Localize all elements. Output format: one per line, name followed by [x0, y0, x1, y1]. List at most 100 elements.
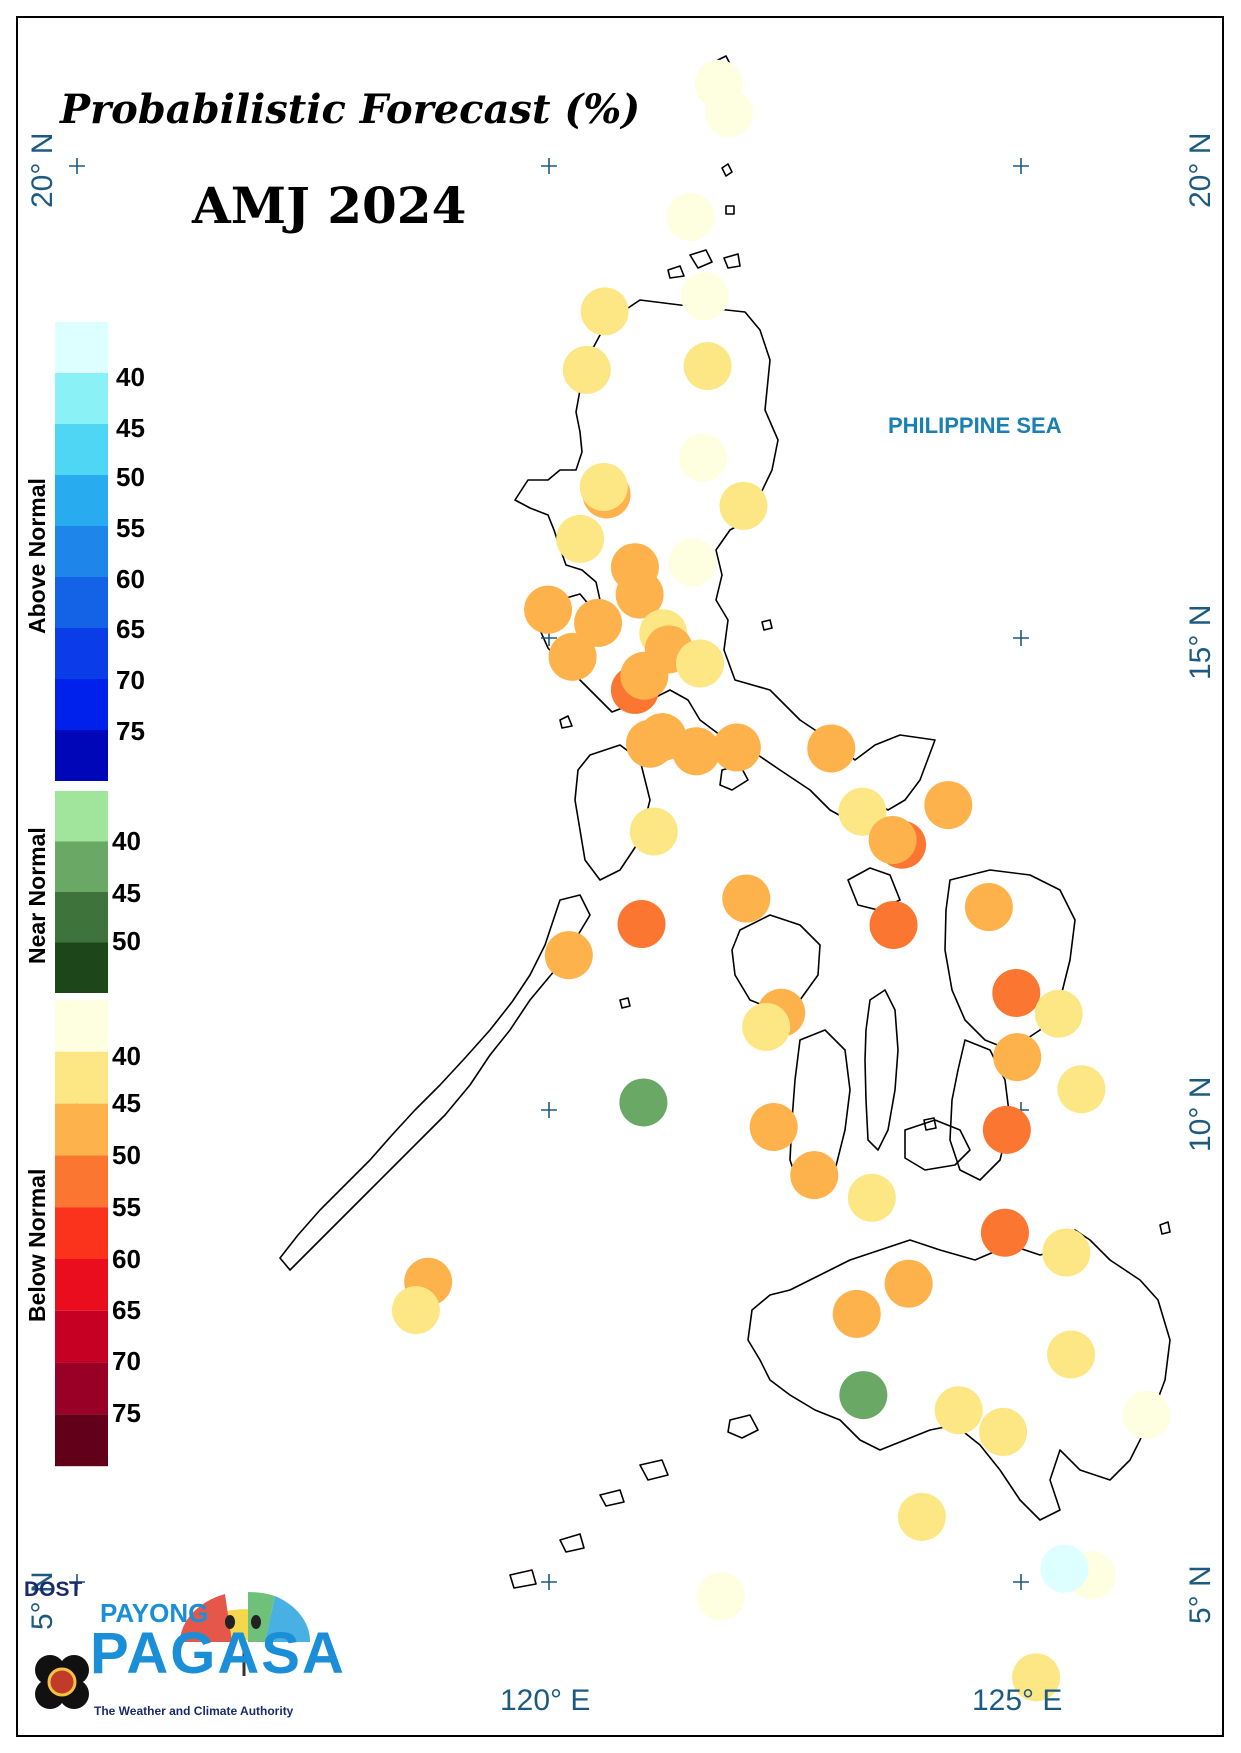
legend-tick-near: 45 [112, 878, 141, 908]
graticule-cross [541, 1102, 557, 1118]
station-marker-below [790, 1151, 839, 1200]
station-marker-below [562, 345, 611, 394]
legend-swatch-near [55, 791, 108, 842]
legend-swatch-below [55, 1259, 108, 1311]
station-marker-below [615, 570, 664, 619]
legend-swatch-below [55, 1414, 108, 1467]
legend-swatch-near [55, 942, 108, 993]
pagasa-logo: DOST PAYONG PAGASA The Weather and Clima… [20, 1572, 344, 1737]
legend-swatch-above [55, 628, 108, 679]
legend-swatch-near [55, 892, 108, 943]
map-frame [16, 16, 1224, 1737]
station-marker-below [672, 727, 721, 776]
lat-label-right-10: 10° N [1184, 1076, 1217, 1152]
station-marker-near [619, 1078, 668, 1127]
legend-swatch-below [55, 1103, 108, 1156]
legend-swatch-above [55, 679, 108, 730]
legend-swatch-below [55, 1362, 108, 1415]
station-marker-below [696, 1572, 745, 1621]
station-marker-below [556, 514, 605, 563]
legend-tick-above: 70 [116, 665, 145, 695]
station-marker-below [980, 1208, 1029, 1257]
station-marker-below [544, 931, 593, 980]
legend-tick-above: 65 [116, 614, 145, 644]
station-marker-below [979, 1407, 1028, 1456]
legend-tick-below: 65 [112, 1295, 141, 1325]
station-marker-below [722, 874, 771, 923]
station-marker-below [574, 598, 623, 647]
legend-tick-below: 60 [112, 1244, 141, 1274]
legend-label-near-normal: Near Normal [24, 827, 50, 964]
station-marker-below [838, 787, 887, 836]
legend-tick-below: 70 [112, 1346, 141, 1376]
station-marker-below [897, 1492, 946, 1541]
station-marker-below [1057, 1065, 1106, 1114]
lat-label-right-15: 15° N [1184, 604, 1217, 680]
logo-pagasa-text: PAGASA [90, 1621, 346, 1686]
legend-tick-below: 45 [112, 1088, 141, 1118]
station-marker-below [678, 433, 727, 482]
logo-dost-text: DOST [24, 1578, 83, 1601]
station-marker-below [1122, 1390, 1171, 1439]
station-marker-below [676, 639, 725, 688]
lat-label-right-20: 20° N [1184, 132, 1217, 208]
legend-swatch-above [55, 424, 108, 475]
legend-swatch-below [55, 1310, 108, 1363]
map-title: Probabilistic Forecast (%) [60, 86, 641, 133]
legend-swatch-above [55, 526, 108, 577]
station-marker-near [839, 1371, 888, 1420]
legend-tick-below: 50 [112, 1140, 141, 1170]
station-marker-below [884, 1259, 933, 1308]
station-marker-below [629, 807, 678, 856]
station-marker-below [683, 342, 732, 391]
station-marker-below [807, 724, 856, 773]
station-marker-below [847, 1173, 896, 1222]
legend-tick-above: 45 [116, 413, 145, 443]
legend-swatch-below [55, 1051, 108, 1104]
station-marker-below [548, 632, 597, 681]
station-marker-below [869, 900, 918, 949]
station-markers [391, 59, 1171, 1702]
legend-swatch-above [55, 373, 108, 424]
station-marker-below [1047, 1330, 1096, 1379]
station-marker-below [964, 883, 1013, 932]
station-marker-below [680, 272, 729, 321]
station-marker-below [524, 585, 573, 634]
station-marker-below [719, 481, 768, 530]
station-marker-below [1042, 1228, 1091, 1277]
legend-swatch-near [55, 841, 108, 892]
legend-tick-above: 60 [116, 564, 145, 594]
graticule-cross [1013, 630, 1029, 646]
legend-swatch-above [55, 475, 108, 526]
legend-swatch-below [55, 1000, 108, 1052]
legend-swatch-above [55, 730, 108, 781]
lat-label-left-20: 20° N [26, 132, 59, 208]
lon-label-120: 120° E [500, 1684, 591, 1717]
station-marker-below [1012, 1653, 1061, 1702]
station-marker-below [1034, 989, 1083, 1038]
legend-tick-above: 75 [116, 716, 145, 746]
station-marker-below [391, 1286, 440, 1335]
station-marker-below [934, 1386, 983, 1435]
station-marker-below [620, 651, 669, 700]
graticule-cross [69, 158, 85, 174]
logo-tagline: The Weather and Climate Authority [94, 1704, 294, 1718]
legend-tick-above: 40 [116, 362, 145, 392]
station-marker-below [742, 1002, 791, 1051]
legend-tick-near: 50 [112, 926, 141, 956]
legend-tick-below: 75 [112, 1398, 141, 1428]
station-marker-below [832, 1289, 881, 1338]
graticule-cross [1013, 1574, 1029, 1590]
station-marker-below [982, 1105, 1031, 1154]
logo-payong-text: PAYONG [100, 1598, 209, 1628]
dost-seal-icon [35, 1655, 89, 1709]
forecast-season: AMJ 2024 [192, 176, 467, 235]
station-marker-below [666, 192, 715, 241]
station-marker-below [580, 287, 629, 336]
station-marker-below [712, 723, 761, 772]
legend-swatch-above [55, 577, 108, 628]
graticule-cross [1013, 158, 1029, 174]
station-marker-below [668, 538, 717, 587]
station-marker-below [749, 1102, 798, 1151]
